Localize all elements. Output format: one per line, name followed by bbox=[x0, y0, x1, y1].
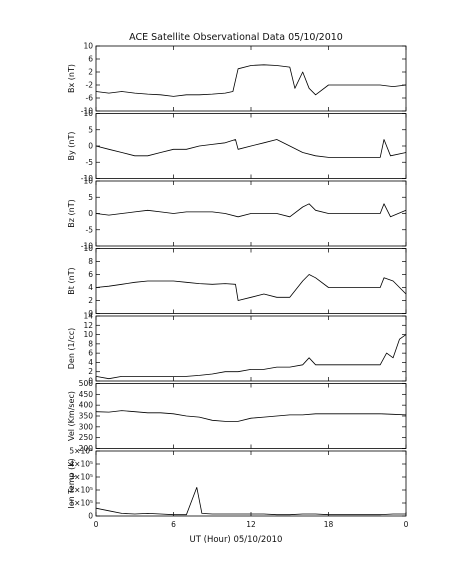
y-tick-label: -6 bbox=[86, 94, 94, 103]
panel-frame bbox=[95, 45, 407, 112]
x-tick-label: 18 bbox=[324, 520, 334, 529]
y-axis-label: Den (1/cc) bbox=[67, 328, 76, 370]
series-line bbox=[95, 274, 407, 301]
y-tick-label: 4×10⁵ bbox=[69, 460, 93, 469]
panel-2: -10 -5 0 5 10 Bz (nT) bbox=[67, 177, 407, 251]
y-tick-label: 10 bbox=[83, 330, 93, 339]
y-tick-label: -10 bbox=[81, 174, 93, 183]
y-tick-label: 10 bbox=[83, 244, 93, 253]
panel-0: -10 -6 -2 2 6 10 Bx (nT) bbox=[67, 42, 407, 116]
x-axis-label: UT (Hour) 05/10/2010 bbox=[190, 535, 283, 545]
y-tick-label: 6 bbox=[88, 349, 93, 358]
y-tick-label: 10 bbox=[83, 42, 93, 51]
series-line bbox=[95, 410, 407, 422]
y-tick-label: -5 bbox=[86, 225, 94, 234]
panel-frame bbox=[95, 383, 407, 449]
series-line bbox=[95, 203, 407, 218]
y-tick-label: 10 bbox=[83, 177, 93, 186]
y-tick-label: 12 bbox=[83, 321, 93, 330]
series-line bbox=[95, 64, 407, 97]
y-tick-label: 3×10⁵ bbox=[69, 473, 93, 482]
y-axis-label: Vel (Km/sec) bbox=[67, 391, 76, 441]
y-tick-label: 5×10⁵ bbox=[69, 447, 93, 456]
y-tick-label: 0 bbox=[88, 142, 93, 151]
panel-1: -10 -5 0 5 10 By (nT) bbox=[67, 109, 407, 183]
x-tick-label: 6 bbox=[171, 520, 176, 529]
y-tick-label: 2 bbox=[88, 367, 93, 376]
y-tick-label: 200 bbox=[79, 444, 94, 453]
y-tick-label: 4 bbox=[88, 283, 93, 292]
y-tick-label: 0 bbox=[88, 309, 93, 318]
y-tick-label: -2 bbox=[86, 81, 94, 90]
y-tick-label: 0 bbox=[88, 377, 93, 386]
y-tick-label: 350 bbox=[79, 412, 94, 421]
y-tick-label: 0 bbox=[88, 512, 93, 521]
y-tick-label: 8 bbox=[88, 257, 93, 266]
series-line bbox=[95, 334, 407, 380]
y-tick-label: 6 bbox=[88, 55, 93, 64]
y-tick-label: 14 bbox=[83, 312, 93, 321]
y-tick-label: 10 bbox=[83, 109, 93, 118]
panels: -10 -6 -2 2 6 10 Bx (nT) -10 -5 0 5 10 By (nT) -10 -5 0… bbox=[67, 42, 409, 530]
y-tick-label: -10 bbox=[81, 107, 93, 116]
y-tick-label: 8 bbox=[88, 339, 93, 348]
y-axis-label: By (nT) bbox=[67, 132, 76, 161]
y-tick-label: 1×10⁵ bbox=[69, 499, 93, 508]
y-tick-label: 2×10⁵ bbox=[69, 486, 93, 495]
series-line bbox=[95, 139, 407, 158]
chart-title: ACE Satellite Observational Data 05/10/2… bbox=[129, 32, 343, 43]
y-tick-label: 2 bbox=[88, 68, 93, 77]
x-tick-label: 12 bbox=[246, 520, 256, 529]
x-tick-label: 0 bbox=[94, 520, 99, 529]
y-tick-label: -10 bbox=[81, 242, 93, 251]
panel-frame bbox=[95, 248, 407, 314]
y-axis-label: Bz (nT) bbox=[67, 199, 76, 227]
y-tick-label: 250 bbox=[79, 433, 94, 442]
y-tick-label: 4 bbox=[88, 358, 93, 367]
y-tick-label: 300 bbox=[79, 422, 94, 431]
y-axis-label: Bx (nT) bbox=[67, 64, 76, 93]
y-tick-label: 5 bbox=[88, 193, 93, 202]
y-tick-label: 2 bbox=[88, 296, 93, 305]
y-tick-label: 400 bbox=[79, 401, 94, 410]
y-axis-label: Ion Temp (K) bbox=[67, 458, 76, 508]
y-tick-label: 500 bbox=[79, 379, 94, 388]
y-tick-label: 5 bbox=[88, 125, 93, 134]
x-tick-label: 0 bbox=[404, 520, 409, 529]
y-axis-label: Bt (nT) bbox=[67, 267, 76, 294]
y-tick-label: 450 bbox=[79, 390, 94, 399]
series-line bbox=[95, 487, 406, 516]
y-tick-label: 6 bbox=[88, 270, 93, 279]
panel-3: 0 2 4 6 8 10 Bt (nT) bbox=[67, 244, 407, 318]
panel-frame bbox=[95, 315, 407, 382]
y-tick-label: 0 bbox=[88, 209, 93, 218]
panel-6: 0 1×10⁵ 2×10⁵ 3×10⁵ 4×10⁵ 5×10⁵ Ion Temp (K) bbox=[67, 447, 407, 521]
panel-frame bbox=[95, 450, 407, 517]
y-tick-label: -5 bbox=[86, 158, 94, 167]
